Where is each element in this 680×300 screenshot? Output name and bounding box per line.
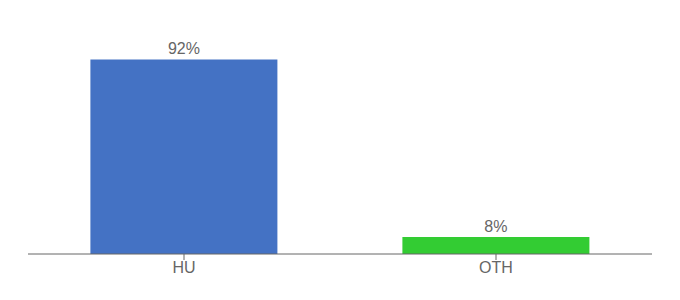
svg-text:HU: HU [172, 259, 195, 276]
svg-text:8%: 8% [484, 218, 507, 235]
svg-text:92%: 92% [168, 40, 200, 57]
svg-text:OTH: OTH [479, 259, 513, 276]
